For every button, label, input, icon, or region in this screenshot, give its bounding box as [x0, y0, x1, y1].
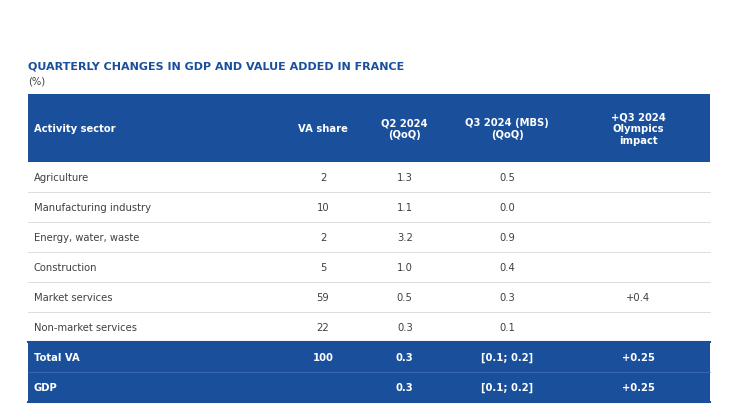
- Text: 2: 2: [320, 232, 326, 243]
- Text: Total VA: Total VA: [34, 352, 80, 362]
- Text: +0.25: +0.25: [622, 352, 655, 362]
- Text: Non-market services: Non-market services: [34, 322, 137, 332]
- Text: 1.1: 1.1: [397, 202, 412, 213]
- Text: Q2 2024
(QoQ): Q2 2024 (QoQ): [382, 118, 428, 139]
- Text: 100: 100: [312, 352, 334, 362]
- Text: 0.9: 0.9: [499, 232, 515, 243]
- Text: 2: 2: [320, 173, 326, 182]
- Text: Activity sector: Activity sector: [34, 124, 115, 134]
- Text: GDP: GDP: [34, 382, 58, 392]
- Text: Agriculture: Agriculture: [34, 173, 89, 182]
- Text: 5: 5: [320, 262, 326, 272]
- Text: 0.0: 0.0: [499, 202, 515, 213]
- Text: 1.0: 1.0: [397, 262, 412, 272]
- Text: 3.2: 3.2: [397, 232, 412, 243]
- Text: 22: 22: [317, 322, 329, 332]
- Text: Market services: Market services: [34, 292, 112, 302]
- Text: +Q3 2024
Olympics
impact: +Q3 2024 Olympics impact: [611, 112, 666, 145]
- Text: 0.5: 0.5: [397, 292, 412, 302]
- Text: VA share: VA share: [298, 124, 348, 134]
- Text: Energy, water, waste: Energy, water, waste: [34, 232, 139, 243]
- Text: 0.3: 0.3: [499, 292, 515, 302]
- Text: +0.25: +0.25: [622, 382, 655, 392]
- Text: [0.1; 0.2]: [0.1; 0.2]: [481, 382, 533, 392]
- Text: (%): (%): [28, 77, 45, 87]
- Text: Q3 2024 (MBS)
(QoQ): Q3 2024 (MBS) (QoQ): [465, 118, 549, 139]
- Text: 0.5: 0.5: [499, 173, 515, 182]
- Text: Construction: Construction: [34, 262, 98, 272]
- Text: Manufacturing industry: Manufacturing industry: [34, 202, 151, 213]
- Text: 0.1: 0.1: [499, 322, 515, 332]
- Text: 1.3: 1.3: [397, 173, 412, 182]
- Text: +0.4: +0.4: [626, 292, 650, 302]
- Text: 0.3: 0.3: [396, 382, 414, 392]
- Text: 0.4: 0.4: [499, 262, 515, 272]
- Text: 10: 10: [317, 202, 329, 213]
- Text: 59: 59: [317, 292, 329, 302]
- Text: QUARTERLY CHANGES IN GDP AND VALUE ADDED IN FRANCE: QUARTERLY CHANGES IN GDP AND VALUE ADDED…: [28, 62, 404, 72]
- Text: 0.3: 0.3: [397, 322, 412, 332]
- Text: 0.3: 0.3: [396, 352, 414, 362]
- Text: [0.1; 0.2]: [0.1; 0.2]: [481, 352, 533, 362]
